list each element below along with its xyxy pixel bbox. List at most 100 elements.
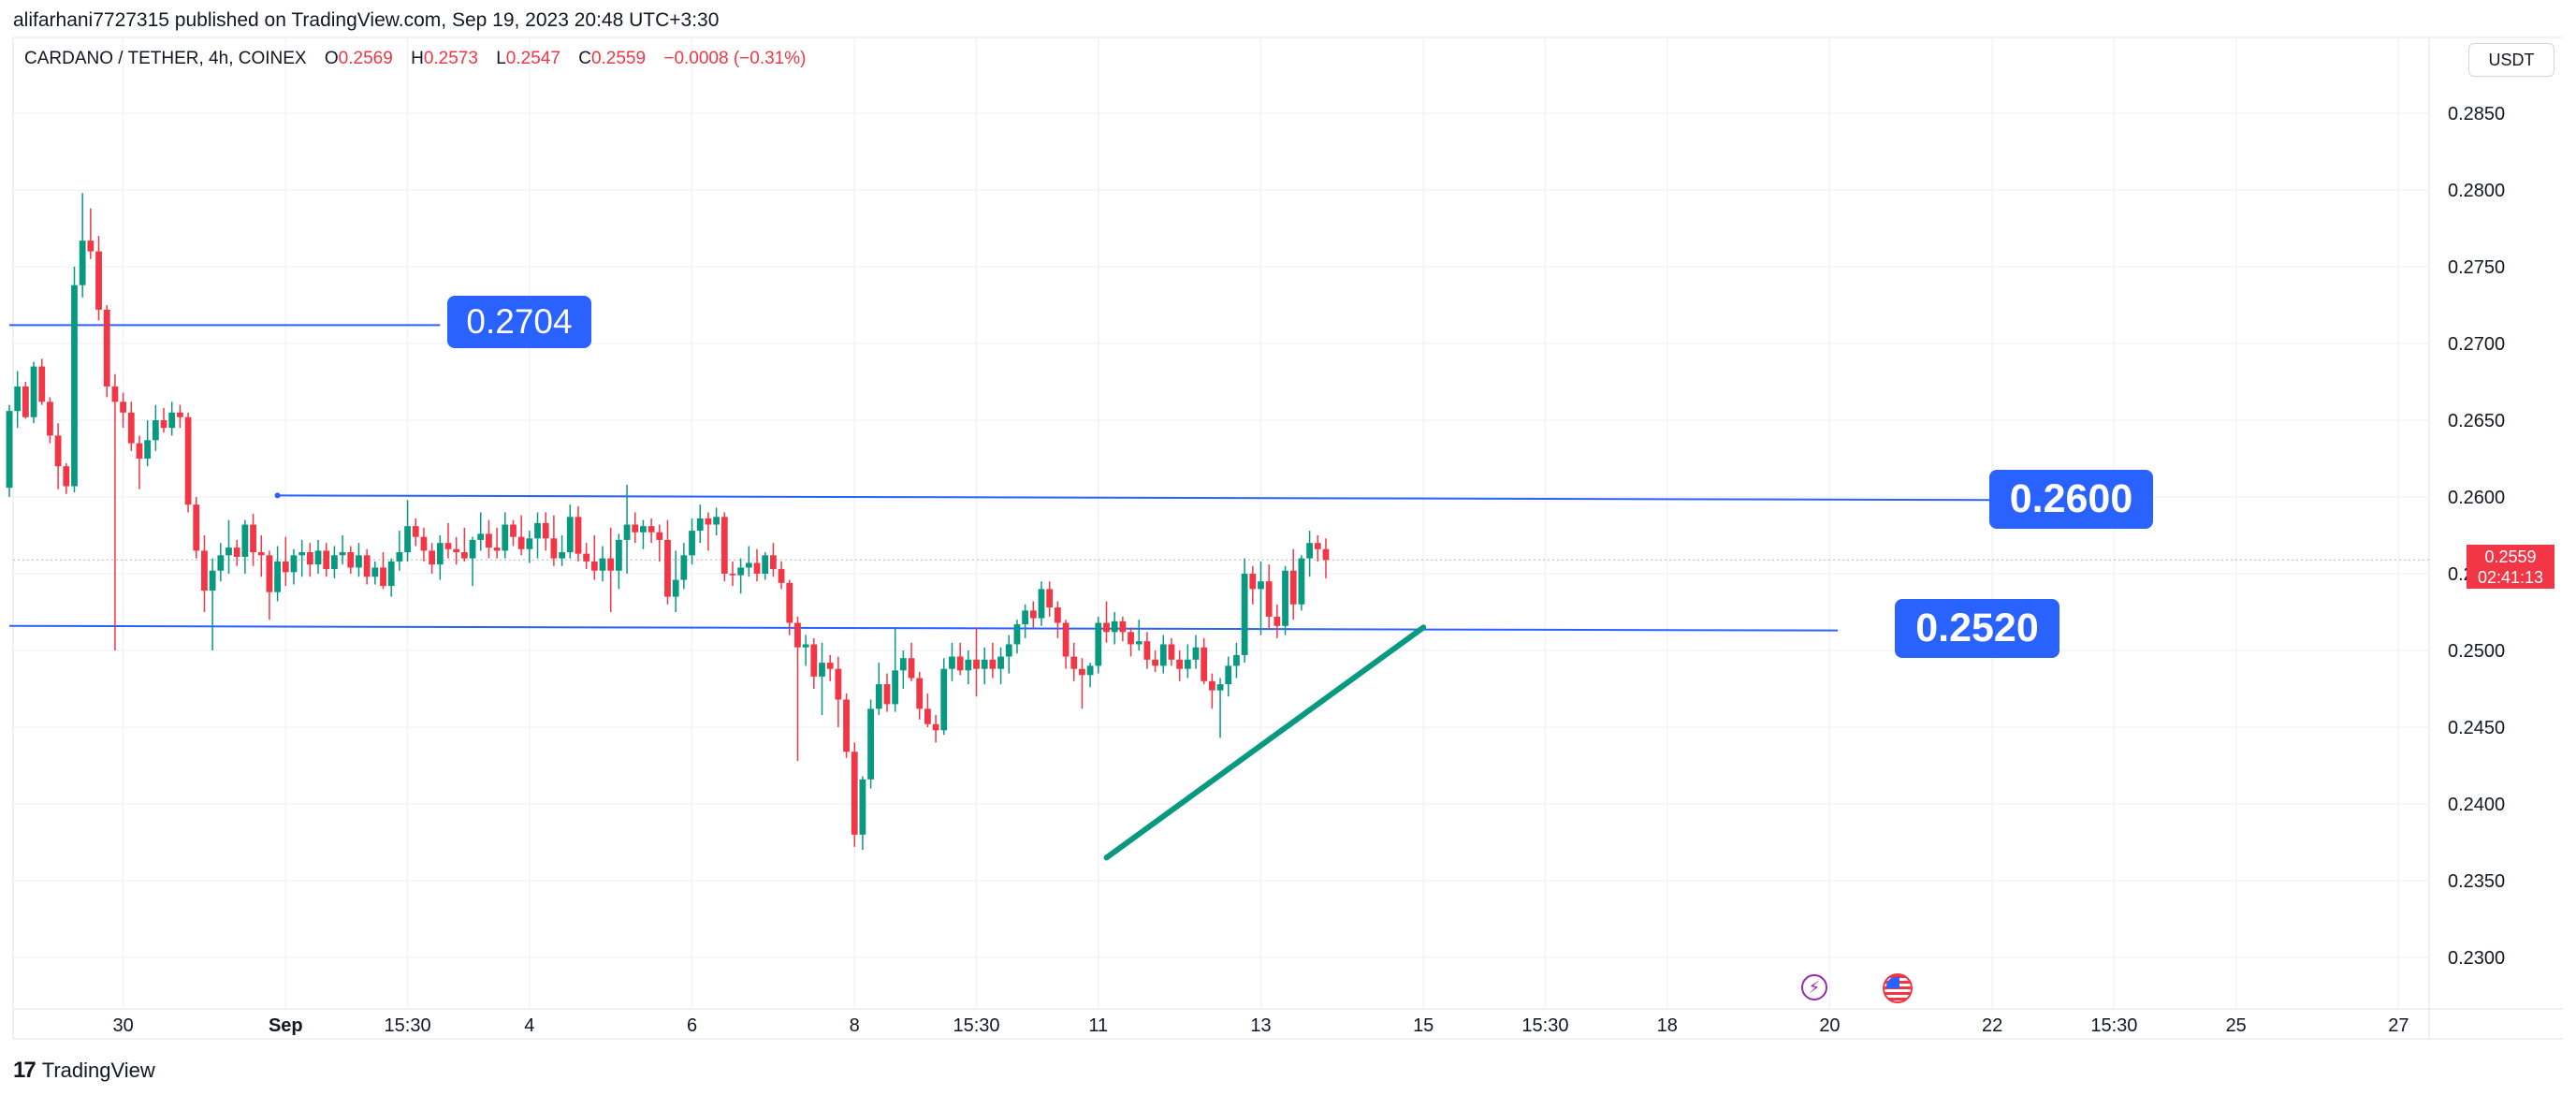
candle bbox=[79, 193, 86, 298]
x-tick-label: 8 bbox=[850, 1015, 860, 1036]
legend-open: 0.2569 bbox=[338, 49, 393, 68]
candle-body bbox=[689, 531, 695, 556]
candle-body bbox=[1314, 543, 1321, 549]
candle-body bbox=[1201, 647, 1208, 681]
x-tick-label: 4 bbox=[524, 1015, 534, 1036]
level-callout-0[interactable]: 0.2704 bbox=[447, 296, 591, 348]
candle-body bbox=[1046, 589, 1054, 608]
candle bbox=[1249, 565, 1257, 605]
candle-body bbox=[502, 524, 509, 551]
candle-body bbox=[1233, 654, 1240, 666]
candle-body bbox=[916, 678, 924, 709]
bar-countdown: 02:41:13 bbox=[2477, 568, 2544, 587]
x-tick-label: 27 bbox=[2388, 1015, 2409, 1036]
candle-body bbox=[127, 412, 135, 444]
lightning-icon[interactable]: ⚡ bbox=[1801, 974, 1827, 1000]
candle-body bbox=[266, 555, 273, 592]
candle-body bbox=[762, 555, 769, 574]
candle bbox=[1314, 535, 1321, 562]
candle bbox=[1128, 627, 1134, 657]
candle bbox=[363, 548, 371, 585]
candle bbox=[924, 693, 931, 727]
y-tick-label: 0.2850 bbox=[2448, 104, 2505, 124]
candle bbox=[257, 535, 265, 577]
candle-body bbox=[965, 659, 972, 671]
legend-symbol: CARDANO / TETHER, 4h, COINEX bbox=[24, 49, 307, 68]
legend-high-label: H bbox=[411, 49, 424, 68]
candle-body bbox=[997, 656, 1004, 669]
candle-body bbox=[899, 658, 907, 671]
candle-body bbox=[160, 420, 167, 429]
candle-body bbox=[1192, 647, 1200, 660]
trend-line-layer bbox=[1103, 624, 1427, 861]
us-flag-icon[interactable] bbox=[1883, 973, 1913, 1003]
y-tick-label: 0.2700 bbox=[2448, 334, 2505, 355]
candle bbox=[193, 497, 200, 559]
candle bbox=[1322, 538, 1330, 578]
currency-button[interactable]: USDT bbox=[2468, 43, 2554, 77]
candle-body bbox=[363, 555, 371, 577]
candle-body bbox=[460, 552, 468, 559]
candle-body bbox=[802, 644, 809, 648]
x-tick-label: 15:30 bbox=[953, 1015, 999, 1036]
level-callout-1[interactable]: 0.2600 bbox=[1989, 470, 2153, 529]
candle bbox=[786, 579, 793, 635]
candle bbox=[826, 654, 834, 681]
candle-body bbox=[753, 562, 761, 574]
candle-body bbox=[63, 466, 70, 487]
candle-body bbox=[404, 526, 411, 553]
level-callout-2[interactable]: 0.2520 bbox=[1895, 599, 2059, 658]
candle bbox=[542, 512, 549, 551]
candle-body bbox=[209, 570, 216, 591]
candle-body bbox=[575, 517, 582, 554]
tradingview-logo-icon: 17 bbox=[13, 1058, 36, 1083]
candle bbox=[323, 543, 330, 577]
candle bbox=[387, 558, 395, 597]
candle bbox=[1241, 558, 1248, 664]
candle-body bbox=[1249, 574, 1257, 590]
time-axis[interactable]: 30 Sep 15:30 4 6 8 15:30 11 13 15 15:30 18 20 22 15:30… bbox=[112, 1015, 2409, 1036]
legend-change: −0.0008 (−0.31%) bbox=[663, 49, 807, 68]
legend-close-label: C bbox=[578, 49, 591, 68]
candle bbox=[762, 552, 769, 580]
x-tick-label: 20 bbox=[1819, 1015, 1840, 1036]
candle bbox=[1086, 663, 1094, 688]
candle bbox=[331, 546, 338, 578]
candle bbox=[1135, 620, 1142, 650]
candle-body bbox=[908, 658, 915, 679]
candle bbox=[1159, 635, 1167, 674]
candle-body bbox=[168, 412, 176, 429]
candle bbox=[30, 361, 37, 424]
candle-body bbox=[1128, 632, 1134, 645]
candle bbox=[486, 519, 492, 559]
candle-body bbox=[226, 548, 232, 556]
candle bbox=[1095, 616, 1102, 674]
x-tick-label: 30 bbox=[112, 1015, 133, 1036]
candle-body bbox=[1079, 668, 1085, 676]
candle bbox=[648, 518, 655, 544]
candle bbox=[444, 522, 452, 559]
candle bbox=[1176, 650, 1184, 681]
y-tick-label: 0.2800 bbox=[2448, 181, 2505, 201]
candle bbox=[1143, 632, 1151, 669]
candle bbox=[120, 392, 126, 429]
candle-body bbox=[680, 555, 688, 580]
candle bbox=[54, 423, 62, 489]
candle bbox=[201, 535, 208, 612]
y-tick-label: 0.2500 bbox=[2448, 641, 2505, 662]
candle bbox=[997, 647, 1004, 685]
legend-low-label: L bbox=[496, 49, 506, 68]
footer-logo[interactable]: 17 TradingView bbox=[13, 1058, 155, 1084]
candle bbox=[1022, 604, 1029, 638]
price-axis[interactable]: 0.2850 0.2800 0.2750 0.2700 0.2650 0.2600 0.25… bbox=[2448, 104, 2505, 969]
candle-body bbox=[1022, 610, 1029, 625]
candle-body bbox=[745, 562, 752, 568]
candle-body bbox=[371, 567, 379, 577]
candle-body bbox=[47, 402, 53, 436]
candle bbox=[1005, 635, 1012, 674]
candle-body bbox=[819, 663, 825, 677]
candle bbox=[623, 484, 631, 574]
candle-body bbox=[469, 539, 476, 559]
candle bbox=[1306, 531, 1313, 577]
